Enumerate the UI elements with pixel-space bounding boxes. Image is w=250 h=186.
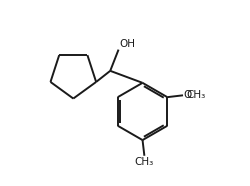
Text: CH₃: CH₃ xyxy=(135,157,154,167)
Text: CH₃: CH₃ xyxy=(186,90,206,100)
Text: O: O xyxy=(184,90,192,100)
Text: OH: OH xyxy=(120,39,136,49)
